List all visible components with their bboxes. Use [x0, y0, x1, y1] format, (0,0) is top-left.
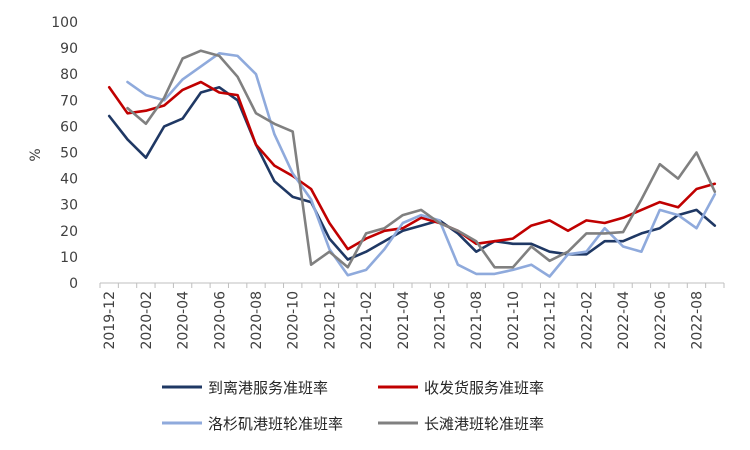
y-tick-label: 100: [51, 15, 78, 31]
series-line-3: [126, 52, 717, 278]
x-tick-label: 2021-10: [506, 291, 522, 350]
y-tick-label: 60: [60, 119, 78, 135]
y-tick-label: 20: [60, 224, 78, 240]
y-tick-label: 80: [60, 67, 78, 83]
series-line-1: [107, 86, 717, 261]
legend-label: 洛杉矶港班轮准班率: [208, 415, 343, 433]
x-tick-label: 2022-08: [689, 291, 705, 350]
x-tick-label: 2021-08: [469, 291, 485, 350]
x-tick-label: 2021-12: [543, 291, 559, 350]
series-line-4: [126, 49, 717, 269]
plot-area: [107, 49, 717, 278]
y-axis-label: %: [28, 148, 44, 161]
legend-label: 收发货服务准班率: [424, 379, 544, 397]
x-tick-label: 2022-02: [579, 291, 595, 350]
y-tick-label: 0: [69, 276, 78, 292]
x-tick-label: 2020-12: [322, 291, 338, 350]
x-axis: 2019-12 2020-02 2020-04 2020-06 2020-08 2020-…: [99, 283, 725, 350]
x-tick-label: 2022-04: [616, 291, 632, 350]
x-tick-label: 2020-02: [139, 291, 155, 350]
x-tick-label: 2021-02: [359, 291, 375, 350]
y-tick-label: 70: [60, 93, 78, 109]
x-tick-label: 2020-10: [286, 291, 302, 350]
legend-label: 长滩港班轮准班率: [424, 415, 544, 433]
y-tick-label: 90: [60, 41, 78, 57]
x-tick-label: 2021-06: [433, 291, 449, 350]
x-tick-label: 2022-06: [653, 291, 669, 350]
x-tick-label: 2020-08: [249, 291, 265, 350]
y-tick-label: 10: [60, 250, 78, 266]
x-tick-label: 2020-06: [212, 291, 228, 350]
x-tick-label: 2019-12: [102, 291, 118, 350]
x-tick-label: 2020-04: [176, 291, 192, 350]
series-line-2: [107, 80, 717, 251]
y-tick-label: 30: [60, 198, 78, 214]
y-axis: 0 10 20 30 40 50 60 70 80 90 100: [51, 15, 78, 292]
y-tick-label: 40: [60, 172, 78, 188]
x-tick-label: 2021-04: [396, 291, 412, 350]
y-tick-label: 50: [60, 146, 78, 162]
legend-label: 到离港服务准班率: [208, 379, 328, 397]
